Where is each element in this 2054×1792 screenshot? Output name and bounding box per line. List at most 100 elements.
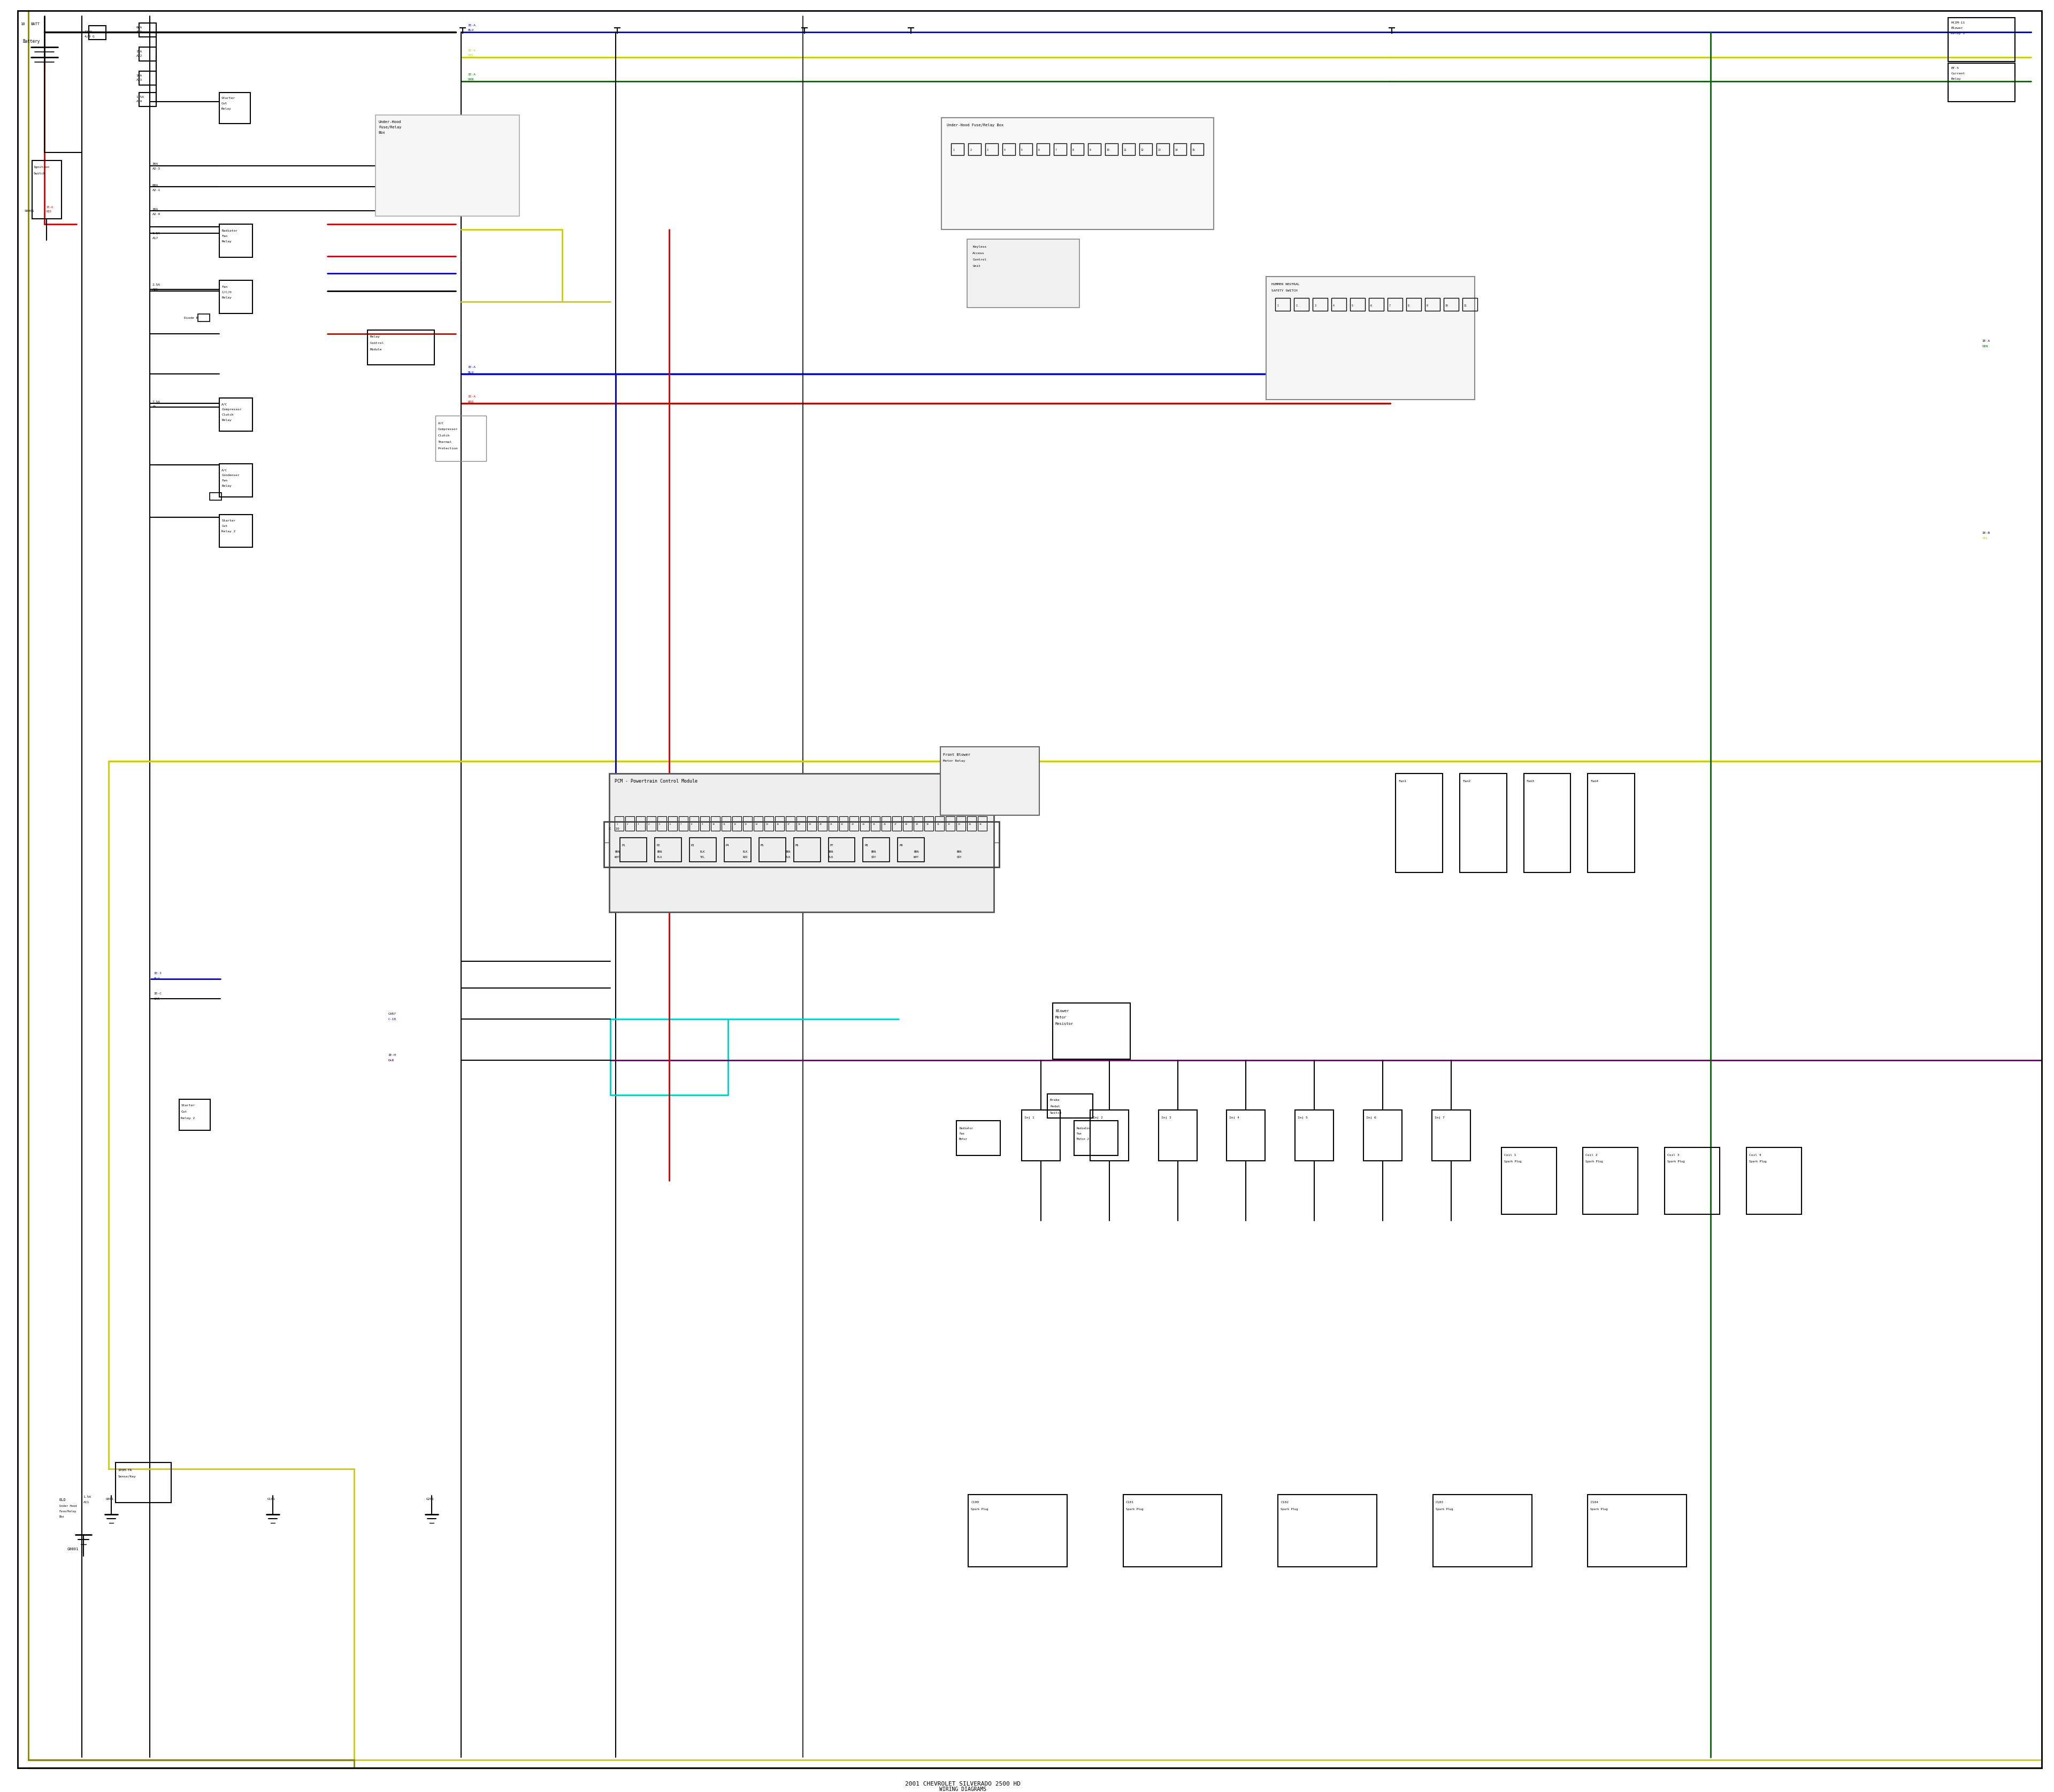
Bar [797, 815, 805, 830]
Bar [115, 1462, 170, 1502]
Text: Relay: Relay [222, 108, 232, 111]
Text: P3: P3 [690, 844, 694, 848]
Text: Relay: Relay [222, 419, 232, 421]
Bar [1501, 1147, 1557, 1213]
Text: 15: 15 [766, 823, 768, 826]
Bar [793, 837, 820, 862]
Text: CAR: CAR [154, 998, 160, 1000]
Text: IE-A: IE-A [47, 206, 53, 208]
Text: Relay: Relay [222, 296, 232, 299]
Text: BRN: BRN [828, 851, 834, 853]
Bar [1462, 297, 1477, 310]
Bar [1434, 1495, 1532, 1566]
Text: 29: 29 [916, 823, 918, 826]
Text: IE-A: IE-A [468, 396, 477, 398]
Text: Control: Control [972, 258, 986, 262]
Text: WHT: WHT [914, 857, 918, 858]
Text: 24: 24 [863, 823, 865, 826]
Text: CAR7: CAR7 [388, 1012, 396, 1014]
Bar [668, 815, 678, 830]
Text: 60A: 60A [152, 185, 158, 186]
Text: 33: 33 [957, 823, 961, 826]
Text: 10A: 10A [136, 75, 142, 77]
Bar [807, 815, 815, 830]
Text: P1: P1 [622, 844, 624, 848]
Text: IE-A: IE-A [468, 366, 477, 369]
Bar [1460, 774, 1508, 873]
Bar [986, 143, 998, 154]
Text: 14: 14 [1175, 149, 1179, 152]
Text: 17: 17 [787, 823, 791, 826]
Bar [1019, 143, 1033, 154]
Text: YEL: YEL [468, 54, 474, 57]
Bar [1002, 143, 1015, 154]
Text: Fan: Fan [222, 285, 228, 289]
Bar [1588, 1495, 1686, 1566]
Bar [1432, 1109, 1471, 1161]
Text: Spark Plug: Spark Plug [972, 1509, 988, 1511]
Text: C100: C100 [972, 1502, 980, 1503]
Bar [1105, 143, 1117, 154]
Bar [140, 93, 156, 106]
Text: Coil 2: Coil 2 [1586, 1154, 1598, 1156]
Text: 11: 11 [723, 823, 725, 826]
Bar [197, 314, 210, 321]
Text: BRN: BRN [657, 851, 663, 853]
Bar [690, 815, 698, 830]
Text: Control: Control [370, 342, 384, 344]
Text: C101: C101 [1126, 1502, 1134, 1503]
Text: 16: 16 [776, 823, 778, 826]
Bar [1091, 1109, 1128, 1161]
Text: 1.5A: 1.5A [152, 233, 160, 235]
Text: Fan: Fan [1076, 1133, 1082, 1136]
Text: CRY: CRY [957, 857, 961, 858]
Bar [941, 747, 1039, 815]
Text: 10: 10 [1107, 149, 1109, 152]
Bar [758, 837, 785, 862]
Bar [945, 815, 955, 830]
Bar [1265, 276, 1475, 400]
Bar [967, 815, 976, 830]
Text: 19: 19 [809, 823, 811, 826]
Text: DkB: DkB [388, 1059, 394, 1061]
Text: BLU: BLU [468, 371, 474, 375]
Text: 10: 10 [1446, 305, 1448, 306]
Text: Starter: Starter [222, 97, 234, 100]
Text: Fuse/Relay: Fuse/Relay [378, 125, 401, 129]
Text: Blower: Blower [1951, 27, 1964, 30]
Text: P6: P6 [795, 844, 799, 848]
Text: C-18: C-18 [388, 1018, 396, 1020]
Text: 4/0 G: 4/0 G [84, 36, 94, 38]
Bar [610, 774, 994, 912]
Text: Current: Current [1951, 72, 1966, 75]
Text: A22: A22 [136, 56, 142, 57]
Text: BRN: BRN [957, 851, 961, 853]
Text: Relay 2: Relay 2 [222, 530, 236, 532]
Text: IE-A: IE-A [468, 25, 477, 27]
Bar [1226, 1109, 1265, 1161]
Text: IE-A: IE-A [468, 50, 477, 52]
Text: Fan: Fan [222, 480, 228, 482]
Text: Motor: Motor [959, 1138, 967, 1142]
Text: 34: 34 [969, 823, 972, 826]
Bar [957, 815, 965, 830]
Text: Keyless: Keyless [972, 246, 986, 247]
Text: Motor Relay: Motor Relay [943, 760, 965, 762]
Text: Module: Module [370, 348, 382, 351]
Text: Front Blower: Front Blower [943, 753, 969, 756]
Bar [725, 837, 752, 862]
Text: A5: A5 [152, 405, 156, 409]
Text: BATT: BATT [31, 23, 39, 25]
Bar [744, 815, 752, 830]
Text: Spark Plug: Spark Plug [1590, 1509, 1608, 1511]
Text: 26: 26 [883, 823, 885, 826]
Bar [1949, 63, 2015, 102]
Bar [871, 815, 879, 830]
Bar [935, 815, 945, 830]
Text: 30: 30 [926, 823, 928, 826]
Bar [604, 821, 998, 867]
Text: A25: A25 [152, 289, 158, 290]
Text: 22: 22 [840, 823, 844, 826]
Text: BRN: BRN [871, 851, 877, 853]
Bar [721, 815, 731, 830]
